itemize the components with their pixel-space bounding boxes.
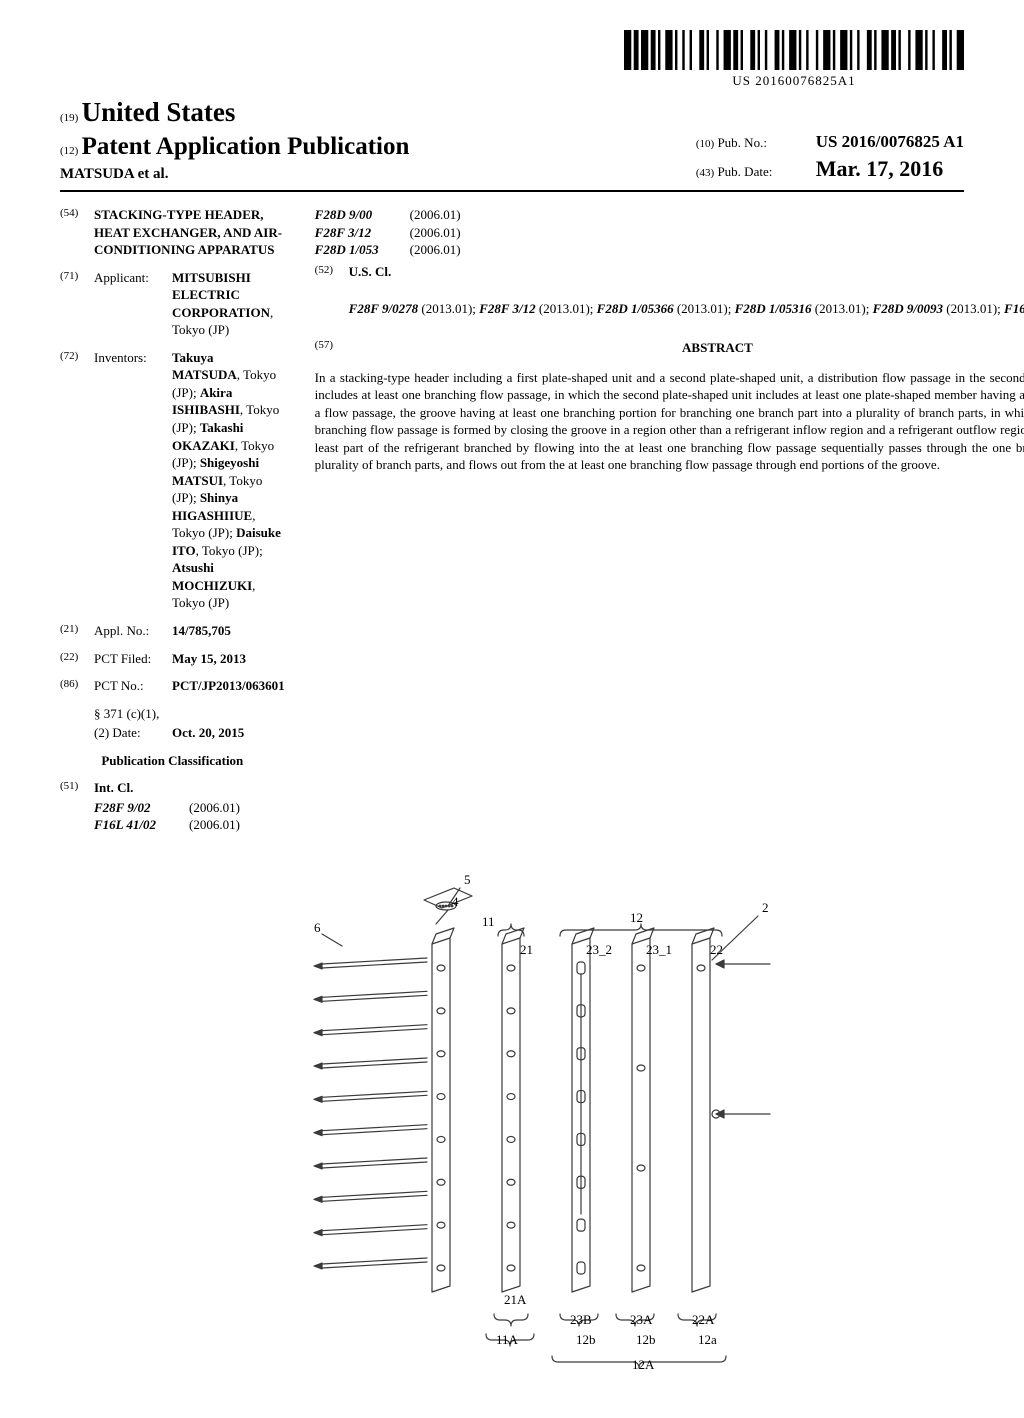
field-s371-date: (2) Date: Oct. 20, 2015	[60, 724, 285, 742]
pub-type: Patent Application Publication	[82, 133, 410, 160]
s371-value: Oct. 20, 2015	[172, 724, 285, 742]
intcl-label: Int. Cl.	[94, 779, 285, 797]
barcode: US 20160076825A1	[624, 30, 964, 90]
inventors-value: Takuya MATSUDA, Tokyo (JP); Akira ISHIBA…	[172, 349, 285, 612]
code-12: (12)	[60, 145, 78, 157]
body-columns: (54) STACKING-TYPE HEADER, HEAT EXCHANGE…	[60, 206, 964, 834]
svg-text:21A: 21A	[504, 1292, 527, 1307]
field-label: Appl. No.:	[94, 622, 172, 640]
barcode-svg	[624, 30, 964, 70]
svg-text:11: 11	[482, 914, 495, 929]
figure-area: 54611211223_223_122221A11A23B23A22A12b12…	[60, 864, 964, 1389]
field-num: (86)	[60, 677, 94, 695]
field-label: PCT No.:	[94, 677, 172, 695]
code-57: (57)	[315, 339, 333, 351]
intcl-row: F28F 9/02(2006.01)	[94, 799, 285, 817]
code-10: (10)	[696, 138, 714, 150]
pc-heading: Publication Classification	[60, 752, 285, 770]
field-label: Inventors:	[94, 349, 172, 612]
applicant-value: MITSUBISHI ELECTRIC CORPORATION, Tokyo (…	[172, 269, 285, 339]
field-label: (2) Date:	[94, 724, 172, 742]
svg-text:12a: 12a	[698, 1332, 717, 1347]
cpc-block: CPC ................. F28F 9/0278 (2013.…	[349, 282, 1024, 317]
svg-text:6: 6	[314, 920, 321, 935]
field-label: Applicant:	[94, 269, 172, 339]
field-num: (54)	[60, 206, 94, 259]
svg-text:2: 2	[762, 900, 769, 915]
field-s371: § 371 (c)(1),	[60, 705, 285, 723]
code-19: (19)	[60, 112, 78, 124]
field-pctfiled: (22) PCT Filed: May 15, 2013	[60, 650, 285, 668]
patent-header: (19) United States (12) Patent Applicati…	[60, 94, 964, 192]
pubno-label: Pub. No.:	[717, 134, 812, 152]
header-right: (10) Pub. No.: US 2016/0076825 A1 (43) P…	[696, 131, 964, 184]
applno-value: 14/785,705	[172, 622, 285, 640]
svg-text:4: 4	[452, 894, 459, 909]
intcl-list-left: F28F 9/02(2006.01)F16L 41/02(2006.01)	[94, 799, 285, 834]
intcl-list-right: F28D 9/00(2006.01)F28F 3/12(2006.01)F28D…	[315, 206, 1024, 259]
intcl-row: F28D 1/053(2006.01)	[315, 241, 1024, 259]
field-inventors: (72) Inventors: Takuya MATSUDA, Tokyo (J…	[60, 349, 285, 612]
svg-text:12: 12	[630, 910, 643, 925]
left-column: (54) STACKING-TYPE HEADER, HEAT EXCHANGE…	[60, 206, 285, 834]
header-authors: MATSUDA et al.	[60, 164, 409, 184]
field-label: § 371 (c)(1),	[94, 705, 159, 723]
pctfiled-value: May 15, 2013	[172, 650, 285, 668]
svg-text:12b: 12b	[576, 1332, 596, 1347]
field-num	[60, 705, 94, 723]
intcl-row: F28F 3/12(2006.01)	[315, 224, 1024, 242]
field-num: (52)	[315, 263, 349, 281]
barcode-area: US 20160076825A1	[60, 30, 964, 90]
country: United States	[82, 97, 236, 127]
patent-figure: 54611211223_223_122221A11A23B23A22A12b12…	[202, 864, 822, 1384]
svg-text:21: 21	[520, 942, 533, 957]
field-applno: (21) Appl. No.: 14/785,705	[60, 622, 285, 640]
pubno-value: US 2016/0076825 A1	[816, 132, 964, 151]
field-pctno: (86) PCT No.: PCT/JP2013/063601	[60, 677, 285, 695]
field-num: (71)	[60, 269, 94, 339]
field-num: (72)	[60, 349, 94, 612]
pctno-value: PCT/JP2013/063601	[172, 677, 285, 695]
field-title: (54) STACKING-TYPE HEADER, HEAT EXCHANGE…	[60, 206, 285, 259]
header-left: (19) United States (12) Patent Applicati…	[60, 94, 409, 184]
field-label: PCT Filed:	[94, 650, 172, 668]
abstract-heading: ABSTRACT	[315, 339, 1024, 357]
svg-text:23_1: 23_1	[646, 942, 672, 957]
barcode-number: US 20160076825A1	[624, 72, 964, 90]
field-num	[60, 724, 94, 742]
title-value: STACKING-TYPE HEADER, HEAT EXCHANGER, AN…	[94, 206, 285, 259]
svg-text:23B: 23B	[570, 1312, 592, 1327]
svg-text:12b: 12b	[636, 1332, 656, 1347]
svg-text:23_2: 23_2	[586, 942, 612, 957]
abstract-text: In a stacking-type header including a fi…	[315, 369, 1024, 474]
field-num: (22)	[60, 650, 94, 668]
svg-text:22A: 22A	[692, 1312, 715, 1327]
field-num: (21)	[60, 622, 94, 640]
field-intcl: (51) Int. Cl.	[60, 779, 285, 797]
svg-text:22: 22	[710, 942, 723, 957]
pubdate-label: Pub. Date:	[717, 163, 812, 181]
field-uscl: (52) U.S. Cl.	[315, 263, 1024, 281]
uscl-label: U.S. Cl.	[349, 263, 1024, 281]
intcl-row: F16L 41/02(2006.01)	[94, 816, 285, 834]
right-column: F28D 9/00(2006.01)F28F 3/12(2006.01)F28D…	[315, 206, 1024, 834]
svg-text:12A: 12A	[632, 1357, 655, 1372]
code-43: (43)	[696, 167, 714, 179]
field-num: (51)	[60, 779, 94, 797]
intcl-row: F28D 9/00(2006.01)	[315, 206, 1024, 224]
svg-text:23A: 23A	[630, 1312, 653, 1327]
svg-text:11A: 11A	[496, 1332, 519, 1347]
field-applicant: (71) Applicant: MITSUBISHI ELECTRIC CORP…	[60, 269, 285, 339]
pubdate-value: Mar. 17, 2016	[816, 156, 944, 181]
svg-text:5: 5	[464, 872, 471, 887]
